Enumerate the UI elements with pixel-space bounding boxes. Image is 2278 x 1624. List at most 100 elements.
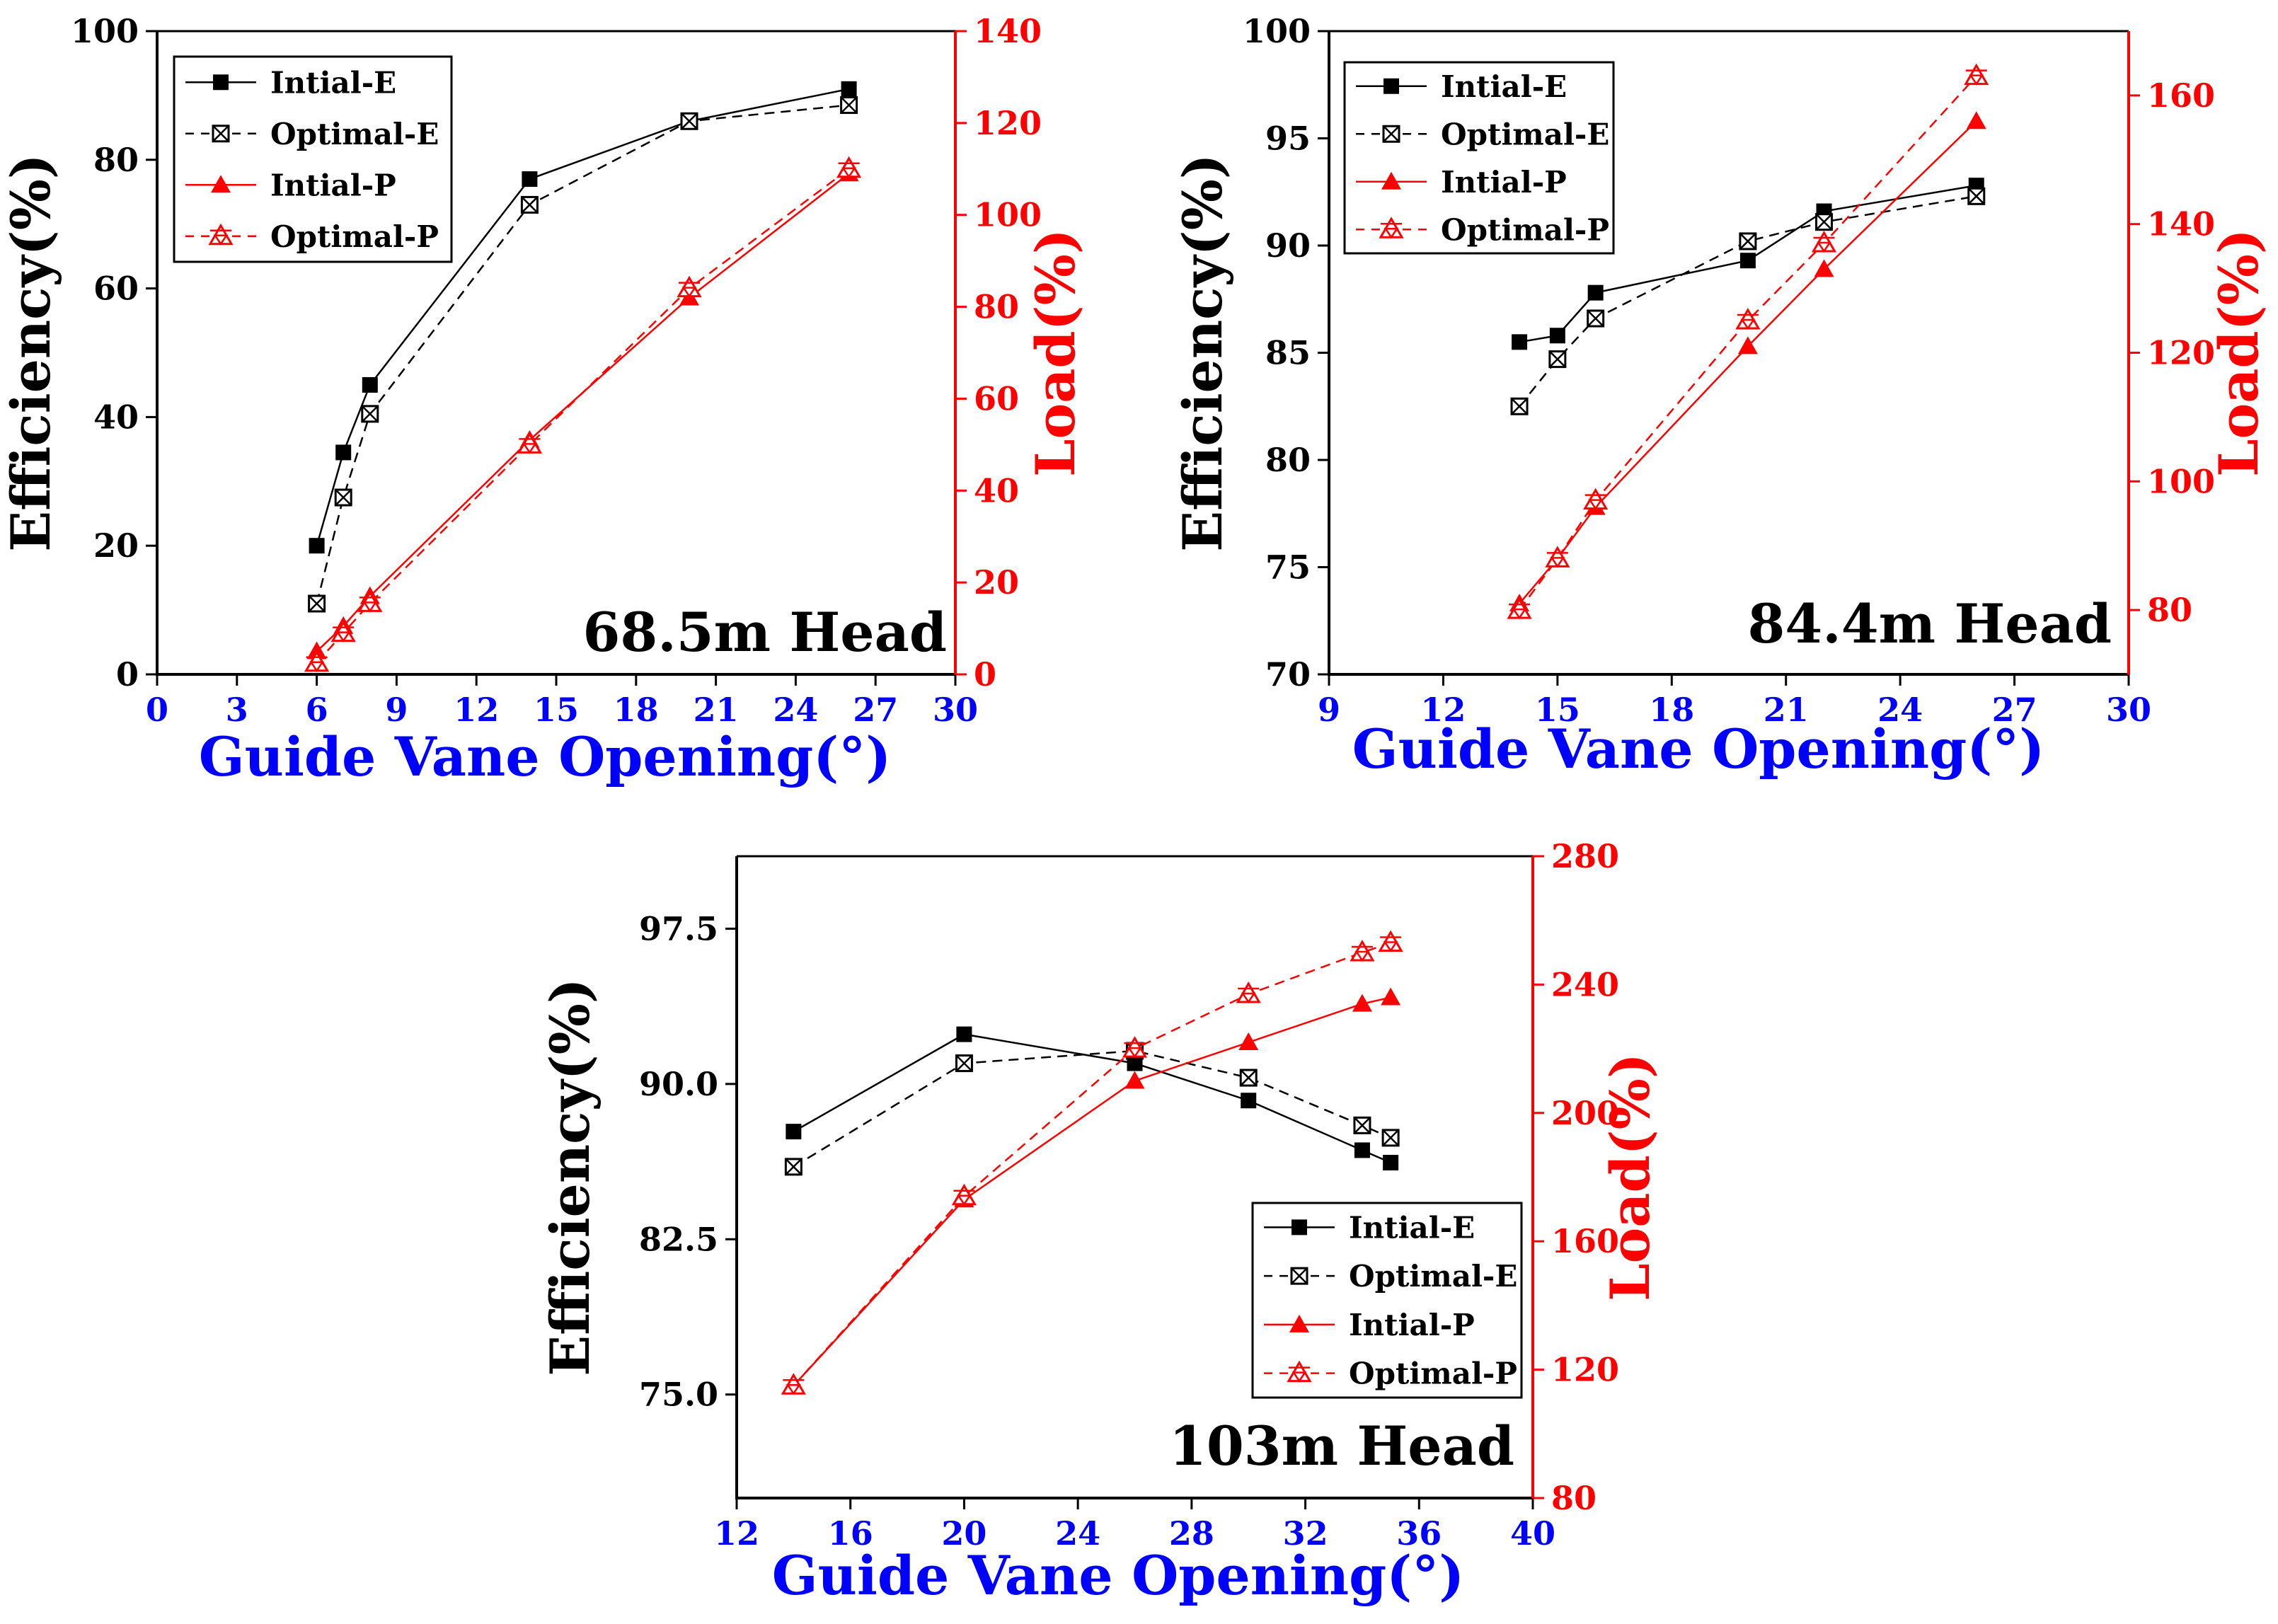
data-point xyxy=(308,594,326,613)
data-point xyxy=(955,1054,973,1073)
head-annotation: 68.5m Head xyxy=(582,601,947,664)
legend-item-optimal-p: Optimal-P xyxy=(1264,1357,1517,1391)
x-tick-label: 30 xyxy=(933,691,978,729)
x-tick-label: 30 xyxy=(2106,691,2151,729)
y-tick-label: 70 xyxy=(1265,655,1311,693)
chart-1: 0 3 6 9 12 15 18 21 24 27 300204060801000204060801… xyxy=(0,12,1087,788)
legend-item-intial-e: Intial-E xyxy=(185,65,396,100)
data-point xyxy=(1239,1069,1258,1087)
data-point xyxy=(357,590,383,613)
data-point xyxy=(840,96,858,115)
data-point xyxy=(520,195,539,214)
x-tick-label: 21 xyxy=(1764,691,1809,729)
data-point xyxy=(1238,1032,1259,1051)
series-line xyxy=(793,1049,1391,1168)
legend: Intial-E Optimal-E Intial-P Optimal-P xyxy=(1343,61,1615,255)
legend: Intial-E Optimal-E Intial-P Optimal-P xyxy=(173,55,453,263)
data-point xyxy=(956,1026,972,1042)
x-tick-label: 40 xyxy=(1510,1514,1555,1553)
x-tick-label: 16 xyxy=(828,1514,873,1553)
y2-axis-title: Load(%) xyxy=(1599,1053,1662,1301)
legend-label: Intial-E xyxy=(270,65,396,100)
y2-tick-label: 120 xyxy=(2147,334,2215,372)
y2-tick-label: 80 xyxy=(2147,591,2192,629)
y2-axis-title: Load(%) xyxy=(2207,229,2270,477)
series-optimal-p xyxy=(781,930,1403,1395)
legend-item-intial-p: Intial-P xyxy=(1264,1308,1475,1342)
y2-tick-label: 80 xyxy=(974,288,1019,326)
legend-label: Optimal-E xyxy=(270,117,439,151)
y2-tick-label: 100 xyxy=(974,196,1042,234)
data-point xyxy=(680,112,698,130)
y-tick-label: 80 xyxy=(93,141,139,179)
legend-box xyxy=(1251,1202,1523,1399)
data-point xyxy=(1507,597,1532,620)
head-annotation: 103m Head xyxy=(1169,1415,1514,1478)
legend: Intial-E Optimal-E Intial-P Optimal-P xyxy=(1251,1202,1523,1399)
data-point xyxy=(1510,397,1529,415)
y2-tick-label: 20 xyxy=(974,563,1019,601)
x-tick-label: 9 xyxy=(385,691,408,729)
data-point xyxy=(841,81,857,97)
series-optimal-e xyxy=(1510,187,1986,415)
data-point xyxy=(1381,987,1401,1006)
chart-2: 9 12 15 18 21 24 27 30 70 75 80 85 90 95 100 80 100 120 14… xyxy=(1171,12,2270,781)
head-annotation: 84.4m Head xyxy=(1747,592,2112,655)
y-axis-title: Efficiency(%) xyxy=(1171,154,1234,552)
data-point xyxy=(309,538,325,554)
x-tick-label: 9 xyxy=(1318,691,1340,729)
y2-tick-label: 120 xyxy=(974,104,1042,142)
legend-item-optimal-e: Optimal-E xyxy=(1356,117,1609,151)
data-point xyxy=(330,620,356,643)
y2-tick-label: 140 xyxy=(2147,205,2215,243)
data-point xyxy=(304,650,330,673)
data-point xyxy=(1350,940,1375,962)
data-point xyxy=(1735,308,1761,330)
x-tick-label: 28 xyxy=(1169,1514,1214,1553)
y-tick-label: 90 xyxy=(1265,226,1311,265)
y-tick-label: 90.0 xyxy=(639,1065,718,1103)
x-tick-label: 18 xyxy=(614,691,659,729)
data-point xyxy=(1353,1116,1371,1134)
data-point xyxy=(1545,546,1570,568)
x-tick-label: 24 xyxy=(1055,1514,1100,1553)
y2-tick-label: 100 xyxy=(2147,462,2215,500)
legend-label: Intial-E xyxy=(1349,1210,1475,1245)
y-axis-title: Efficiency(%) xyxy=(539,978,602,1376)
data-point xyxy=(1739,253,1756,269)
legend-label: Optimal-E xyxy=(1349,1259,1517,1294)
data-point xyxy=(362,376,378,393)
data-point xyxy=(522,171,538,188)
x-tick-label: 36 xyxy=(1396,1514,1442,1553)
axis-frame-left-bottom xyxy=(735,856,1533,1499)
data-point xyxy=(1383,1155,1399,1171)
y-tick-label: 60 xyxy=(93,270,139,308)
legend-item-intial-p: Intial-P xyxy=(185,168,396,202)
data-point xyxy=(1587,309,1605,328)
data-point xyxy=(1739,232,1757,250)
data-point xyxy=(1122,1036,1148,1059)
data-point xyxy=(1124,1071,1145,1089)
x-axis-title: Guide Vane Opening(°) xyxy=(1352,718,2044,781)
y-tick-label: 75.0 xyxy=(639,1376,718,1414)
y-tick-label: 85 xyxy=(1265,334,1311,372)
data-point xyxy=(1548,350,1567,369)
legend-item-optimal-e: Optimal-E xyxy=(185,117,439,151)
series-intial-e xyxy=(786,1026,1399,1171)
y-tick-label: 20 xyxy=(93,526,139,565)
x-tick-label: 20 xyxy=(941,1514,986,1553)
y2-tick-label: 0 xyxy=(974,655,996,693)
data-point xyxy=(1352,994,1372,1012)
legend-label: Intial-E xyxy=(1441,69,1567,104)
legend-swatch-marker xyxy=(211,175,231,193)
data-point xyxy=(784,1158,803,1176)
legend-item-intial-e: Intial-E xyxy=(1356,69,1567,104)
data-point xyxy=(1354,1142,1370,1158)
y2-tick-label: 240 xyxy=(1551,965,1619,1003)
y-tick-label: 100 xyxy=(1243,12,1311,50)
x-tick-label: 15 xyxy=(534,691,579,729)
y2-tick-label: 60 xyxy=(974,379,1019,417)
data-point xyxy=(1815,213,1834,231)
y-tick-label: 95 xyxy=(1265,120,1311,158)
